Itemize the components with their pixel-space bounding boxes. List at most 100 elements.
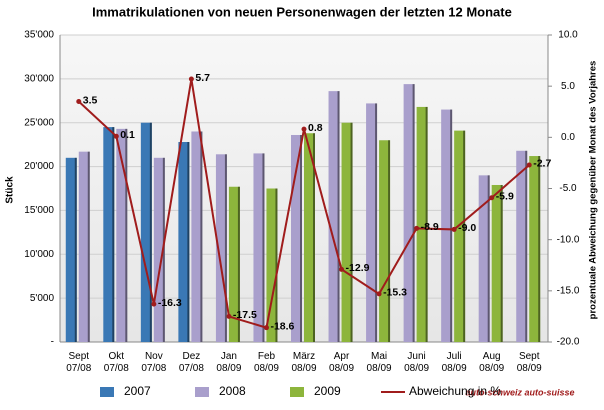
y2-tick-label: 10.0 [558, 30, 578, 41]
line-marker [339, 266, 345, 272]
line-marker [414, 225, 420, 231]
x-tick-label: Juli 08/09 [442, 351, 467, 374]
bar-shade [224, 154, 227, 342]
y2-tick-label: -5.0 [559, 183, 577, 194]
bar [454, 130, 466, 342]
data-label: -8.9 [421, 221, 439, 233]
y-axis-title: Stück [5, 176, 16, 204]
data-label: -12.9 [346, 262, 370, 274]
x-tick-label: Sept 08/09 [517, 351, 542, 374]
line-marker [451, 226, 457, 232]
x-tick-label: Juni 08/09 [404, 351, 429, 374]
bar-shade [375, 103, 378, 342]
data-label: -17.5 [233, 309, 257, 321]
legend-label: Abweichung in % [409, 384, 501, 398]
line-marker [526, 162, 532, 168]
bar-shade [337, 91, 340, 342]
bar [116, 128, 128, 342]
x-tick-label: Aug 08/09 [479, 351, 504, 374]
bar [215, 154, 227, 342]
y-tick-label: 5'000 [30, 293, 55, 304]
bar-shade [500, 184, 503, 342]
x-tick-label: März 08/09 [291, 351, 316, 374]
bar [65, 157, 77, 342]
bar [191, 131, 203, 342]
bar [253, 153, 265, 342]
bar-shade [149, 122, 152, 342]
line-marker [151, 301, 157, 307]
bar-shade [463, 130, 466, 342]
bar-shade [538, 156, 541, 342]
x-tick-label: Jan 08/09 [216, 351, 241, 374]
bar [153, 157, 165, 342]
bar-shade [300, 134, 302, 342]
bar [516, 150, 528, 342]
bar [403, 84, 415, 343]
bar [341, 122, 353, 342]
bar [478, 175, 490, 342]
y-tick-label: 30'000 [24, 73, 54, 84]
y2-axis-title: prozentuale Abweichung gegenüber Monat d… [588, 61, 599, 320]
legend-label: 2007 [124, 384, 151, 398]
bar [103, 127, 115, 342]
data-label: -5.9 [496, 190, 514, 202]
y2-tick-label: -10.0 [557, 234, 580, 245]
bar-shade [487, 175, 490, 342]
bar [328, 91, 340, 342]
bar [441, 109, 453, 342]
bar-shade [425, 106, 428, 342]
data-label: 0.8 [308, 122, 323, 134]
data-label: -9.0 [458, 222, 476, 234]
bar-shade [262, 153, 265, 342]
x-tick-label: Okt 07/08 [104, 351, 129, 374]
line-marker [263, 325, 269, 331]
data-label: 3.5 [83, 94, 98, 106]
x-tick-label: Sept 07/08 [66, 351, 91, 374]
x-tick-label: Mai 08/09 [367, 351, 392, 374]
data-label: -18.6 [270, 320, 294, 332]
bar-shade [87, 151, 90, 342]
y-tick-label: 20'000 [24, 161, 54, 172]
bar-shade [200, 131, 203, 342]
bar [366, 103, 378, 342]
bar-shade [388, 140, 391, 342]
bar [379, 140, 391, 342]
y-tick-label: 15'000 [24, 205, 54, 216]
bar-shade [412, 84, 415, 343]
data-label: 0.1 [120, 129, 135, 141]
data-label: -15.3 [383, 287, 407, 299]
y-tick-label: 10'000 [24, 249, 54, 260]
legend-label: 2009 [314, 384, 341, 398]
bar [304, 133, 315, 342]
line-marker [301, 126, 307, 132]
bar-shade [275, 188, 278, 342]
y-tick-label: 25'000 [24, 117, 54, 128]
line-marker [226, 313, 232, 319]
bar [78, 151, 90, 342]
y2-tick-label: 0.0 [561, 132, 575, 143]
x-tick-label: Dez 07/08 [179, 351, 204, 374]
data-label: 5.7 [195, 72, 210, 84]
y-tick-label: 35'000 [24, 30, 54, 41]
bar-shade [237, 186, 240, 342]
y2-tick-label: -20.0 [557, 337, 580, 348]
line-marker [376, 291, 382, 297]
bar [529, 156, 541, 342]
bar [178, 142, 190, 342]
bar-shade [74, 157, 77, 342]
bar-shade [350, 122, 353, 342]
line-marker [76, 99, 82, 105]
bar-shade [187, 142, 190, 342]
chart-title: Immatrikulationen von neuen Personenwage… [92, 4, 512, 19]
bar-shade [313, 133, 315, 342]
legend-swatch [195, 387, 209, 397]
line-marker [489, 195, 495, 201]
x-tick-label: Apr 08/09 [329, 351, 354, 374]
bar-shade [112, 127, 115, 342]
bar-shade [125, 128, 128, 342]
legend-swatch [100, 387, 114, 397]
x-tick-label: Feb 08/09 [254, 351, 279, 374]
y-tick-label: - [51, 337, 54, 348]
data-label: -16.3 [158, 297, 182, 309]
